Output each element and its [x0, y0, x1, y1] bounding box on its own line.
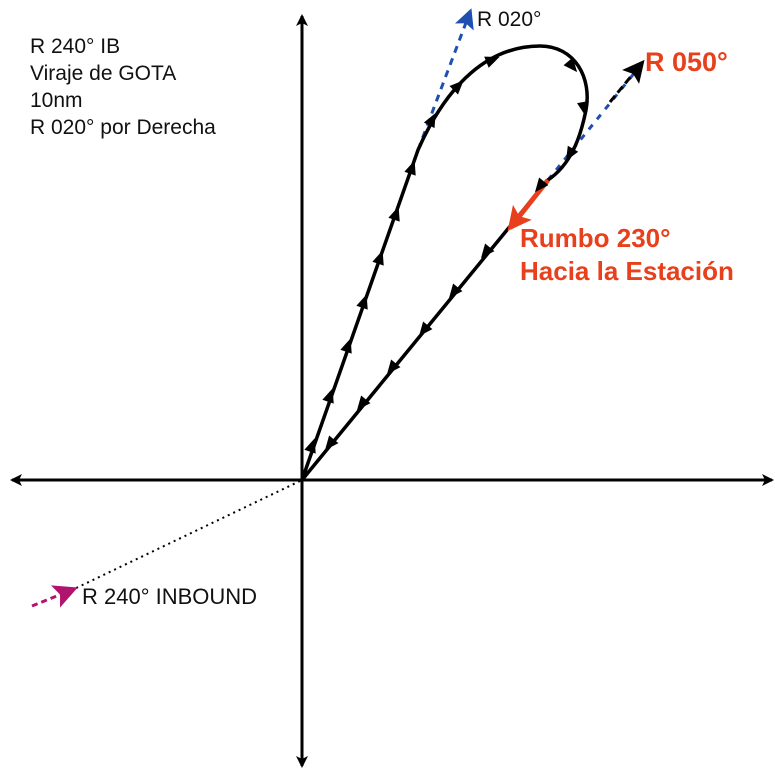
chevron-icon: [386, 359, 401, 375]
chevron-icon: [372, 250, 384, 266]
return-radial-arrow: [608, 59, 645, 103]
inbound-label: R 240° INBOUND: [82, 584, 258, 609]
heading-label-line2: Hacia la Estación: [520, 256, 734, 286]
procedure-line-distance: 10nm: [30, 89, 83, 112]
heading-label-line1: Rumbo 230°: [520, 223, 671, 253]
outbound-radial-line: [416, 8, 474, 151]
chevron-icon: [448, 283, 463, 299]
chevron-icon: [356, 395, 371, 411]
heading-label: Rumbo 230° Hacia la Estación: [520, 222, 734, 288]
chevron-icon: [534, 177, 549, 193]
chevron-icon: [356, 294, 368, 310]
inbound-arrow: [31, 585, 78, 608]
chevron-icon: [304, 438, 316, 454]
return-radial-dashed: [546, 65, 642, 181]
procedure-line-radial: R 240° IB: [30, 35, 121, 58]
chevron-icon: [480, 243, 495, 259]
chevron-icon: [423, 112, 436, 129]
chevron-icon: [340, 338, 352, 354]
chevron-icon: [563, 57, 578, 73]
chevron-icon: [418, 321, 433, 337]
chevron-icon: [484, 56, 500, 68]
return-radial-label: R 050°: [645, 47, 728, 77]
inbound-track: [71, 480, 301, 591]
chevron-icon: [577, 101, 589, 116]
chevron-icon: [388, 206, 400, 222]
chevron-icon: [324, 435, 339, 451]
chevron-icon: [404, 160, 416, 176]
outbound-chevrons: [304, 56, 589, 454]
return-chevrons: [324, 177, 549, 451]
outbound-radial-label: R 020°: [477, 8, 542, 31]
procedure-line-outbound: R 020° por Derecha: [30, 116, 216, 139]
chevron-icon: [322, 388, 334, 404]
procedure-notes: R 240° IB Viraje de GOTA 10nm R 020° por…: [30, 33, 216, 141]
chevron-icon: [449, 80, 464, 95]
chevron-icon: [566, 145, 579, 161]
procedure-line-turn: Viraje de GOTA: [30, 62, 177, 85]
